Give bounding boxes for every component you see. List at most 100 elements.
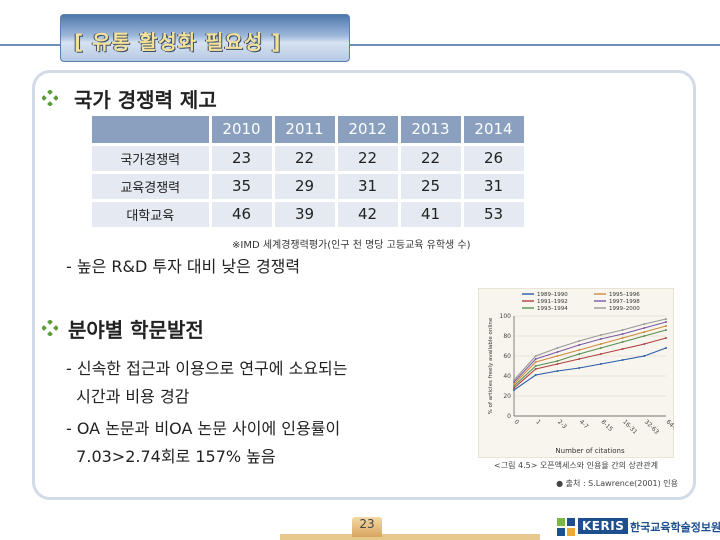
data-point: [556, 351, 559, 353]
table-cell: 42: [336, 200, 401, 230]
y-tick-label: 0: [507, 413, 511, 420]
series-line: [513, 325, 667, 385]
x-tick-label: 0: [513, 418, 521, 426]
data-point: [643, 331, 646, 333]
x-axis-label: Number of citations: [555, 447, 625, 455]
data-point: [665, 321, 667, 323]
table-cell: 35: [210, 172, 275, 202]
page-number: 23: [352, 517, 382, 537]
data-point: [599, 363, 602, 365]
citation-line-chart: 020406080100012-34-78-1516-3132-6364-127…: [478, 288, 674, 458]
row-label: 교육경쟁력: [92, 172, 212, 202]
figure-source: ● 출처 : S.Lawrence(2001) 인용: [556, 479, 678, 488]
table-cell: 23: [210, 144, 275, 174]
data-point: [621, 333, 624, 335]
data-point: [621, 337, 624, 339]
body-line: 시간과 비용 경감: [66, 387, 190, 406]
diamond-bullet-icon: [42, 320, 58, 336]
data-point: [556, 355, 559, 357]
year-header: 2014: [462, 116, 527, 146]
year-header: 2010: [210, 116, 275, 146]
data-point: [534, 355, 537, 357]
y-tick-label: 60: [503, 353, 511, 360]
data-point: [665, 347, 667, 349]
table-cell: 29: [273, 172, 338, 202]
data-point: [599, 343, 602, 345]
y-tick-label: 100: [500, 313, 512, 320]
table-cell: 53: [462, 200, 527, 230]
data-point: [621, 348, 624, 350]
body-line: - OA 논문과 비OA 논문 사이에 인용률이: [66, 419, 341, 438]
legend-label: 1991–1992: [537, 299, 568, 305]
data-point: [513, 383, 515, 385]
keris-logo: KERIS 한국교육학술정보원: [556, 516, 720, 538]
competitiveness-table: 2010 2011 2012 2013 2014 국가경쟁력 23 22 22 …: [92, 116, 527, 230]
legend-label: 1997–1998: [609, 299, 640, 305]
y-tick-label: 80: [503, 333, 511, 340]
data-point: [534, 358, 537, 360]
data-point: [621, 329, 624, 331]
body-line: 7.03>2.74회로 157% 높음: [66, 447, 276, 466]
data-point: [513, 381, 515, 383]
data-point: [643, 323, 646, 325]
rnd-point: - 높은 R&D 투자 대비 낮은 경쟁력: [66, 257, 301, 276]
data-point: [665, 337, 667, 339]
figure-caption: <그림 4.5> 오픈액세스와 인용율 간의 상관관계: [494, 461, 658, 470]
data-point: [599, 338, 602, 340]
year-header: 2012: [336, 116, 401, 146]
legend-label: 1993–1994: [537, 306, 568, 312]
data-point: [578, 344, 581, 346]
y-axis-label: % of articles freely available online: [488, 317, 494, 414]
table-cell: 25: [399, 172, 464, 202]
data-point: [513, 389, 515, 391]
data-point: [665, 329, 667, 331]
data-point: [578, 353, 581, 355]
diamond-bullet-icon: [42, 90, 58, 106]
year-header: 2011: [273, 116, 338, 146]
table-cell: 31: [336, 172, 401, 202]
data-point: [556, 370, 559, 372]
y-tick-label: 20: [503, 393, 511, 400]
source-note: ※IMD 세계경쟁력평가(인구 천 명당 고등교육 유학생 수): [232, 240, 471, 251]
data-point: [578, 367, 581, 369]
data-point: [599, 334, 602, 336]
page-title: [ 유통 활성화 필요성 ]: [74, 30, 282, 54]
body-line: - 신속한 접근과 이용으로 연구에 소요되는: [66, 359, 348, 378]
data-point: [643, 355, 646, 357]
data-point: [513, 387, 515, 389]
data-point: [643, 343, 646, 345]
table-cell: 26: [462, 144, 527, 174]
data-point: [534, 374, 537, 376]
legend-label: 1989–1990: [537, 292, 568, 298]
data-point: [513, 385, 515, 387]
data-point: [578, 358, 581, 360]
table-cell: 41: [399, 200, 464, 230]
data-point: [599, 353, 602, 355]
data-point: [578, 349, 581, 351]
table-cell: 39: [273, 200, 338, 230]
y-tick-label: 40: [503, 373, 511, 380]
series-line: [513, 318, 667, 381]
table-row: 대학교육 46 39 42 41 53: [92, 200, 527, 230]
data-point: [621, 341, 624, 343]
legend-label: 1999–2000: [609, 306, 640, 312]
keris-mark-icon: [557, 518, 575, 536]
table-corner-cell: [92, 116, 212, 146]
row-label: 국가경쟁력: [92, 144, 212, 174]
data-point: [556, 363, 559, 365]
chart-background: [478, 288, 674, 458]
data-point: [556, 360, 559, 362]
data-point: [643, 327, 646, 329]
data-point: [665, 325, 667, 327]
data-point: [665, 318, 667, 320]
data-point: [534, 365, 537, 367]
data-point: [534, 368, 537, 370]
section-title-competitiveness: 국가 경쟁력 제고: [74, 88, 217, 112]
table-cell: 46: [210, 200, 275, 230]
table-row: 교육경쟁력 35 29 31 25 31: [92, 172, 527, 202]
data-point: [599, 347, 602, 349]
logo-keris-text: KERIS: [578, 518, 629, 534]
logo-org-name: 한국교육학술정보원: [630, 521, 720, 534]
table-cell: 22: [399, 144, 464, 174]
table-row: 국가경쟁력 23 22 22 22 26: [92, 144, 527, 174]
